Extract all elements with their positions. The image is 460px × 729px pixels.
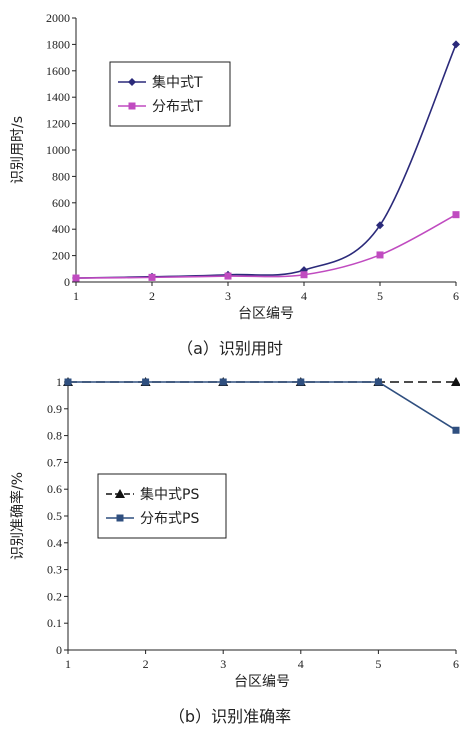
y-tick-label: 1400 bbox=[46, 90, 70, 104]
legend-label: 分布式PS bbox=[140, 511, 199, 527]
x-tick-label: 4 bbox=[298, 657, 304, 671]
data-point bbox=[376, 251, 384, 259]
data-point bbox=[297, 378, 305, 386]
y-tick-label: 0 bbox=[64, 275, 70, 289]
data-point bbox=[224, 272, 232, 280]
chart-caption: （b）识别准确率 bbox=[169, 707, 291, 726]
y-tick-label: 0.3 bbox=[47, 563, 62, 577]
y-tick-label: 2000 bbox=[46, 11, 70, 25]
y-tick-label: 0.9 bbox=[47, 402, 62, 416]
data-point bbox=[142, 378, 150, 386]
data-point bbox=[452, 211, 460, 219]
legend-box bbox=[97, 473, 227, 539]
y-tick-label: 600 bbox=[52, 196, 70, 210]
y-tick-label: 1200 bbox=[46, 117, 70, 131]
x-tick-label: 1 bbox=[73, 289, 79, 303]
y-tick-label: 0.8 bbox=[47, 429, 62, 443]
legend-label: 集中式T bbox=[152, 74, 203, 91]
y-tick-label: 1000 bbox=[46, 143, 70, 157]
series-line bbox=[75, 213, 457, 279]
y-tick-label: 0.4 bbox=[47, 536, 62, 550]
y-tick-label: 1 bbox=[56, 375, 62, 389]
y-tick-label: 0.2 bbox=[47, 589, 62, 603]
legend-marker bbox=[128, 78, 136, 86]
x-tick-label: 5 bbox=[377, 289, 383, 303]
y-tick-label: 1600 bbox=[46, 64, 70, 78]
x-tick-label: 3 bbox=[220, 657, 226, 671]
legend-label: 集中式PS bbox=[140, 486, 199, 503]
x-tick-label: 4 bbox=[301, 289, 307, 303]
legend-box bbox=[109, 61, 231, 127]
y-tick-label: 0.7 bbox=[47, 455, 62, 469]
y-axis-title: 识别用时/s bbox=[10, 116, 26, 184]
x-tick-label: 1 bbox=[65, 657, 71, 671]
x-axis-title: 台区编号 bbox=[238, 306, 294, 322]
x-axis-title: 台区编号 bbox=[234, 674, 290, 690]
y-tick-label: 0.1 bbox=[47, 616, 62, 630]
y-tick-label: 1800 bbox=[46, 37, 70, 51]
y-tick-label: 0.6 bbox=[47, 482, 62, 496]
chart-caption: （a）识别用时 bbox=[177, 339, 283, 358]
legend-marker bbox=[128, 102, 136, 110]
x-tick-label: 6 bbox=[453, 289, 459, 303]
y-tick-label: 0.5 bbox=[47, 509, 62, 523]
chart-identification-accuracy: 0 0.1 0.2 0.3 0.4 0.5 0.6 0.7 0.8 0.9 1 1 2 3 4 5 6 台区编号 识… bbox=[9, 375, 460, 726]
data-point bbox=[451, 377, 460, 386]
y-tick-label: 400 bbox=[52, 222, 70, 236]
plot-area: 0 200 400 600 800 1000 1200 1400 1600 1800 2000 1 2 3… bbox=[10, 11, 460, 358]
chart-identification-time: 0 200 400 600 800 1000 1200 1400 1600 1800 2000 1 2 3… bbox=[10, 11, 460, 358]
data-point bbox=[72, 274, 80, 282]
data-point bbox=[452, 426, 460, 434]
y-tick-label: 200 bbox=[52, 249, 70, 263]
plot-area: 0 0.1 0.2 0.3 0.4 0.5 0.6 0.7 0.8 0.9 1 1 2 3 4 5 6 台区编号 识… bbox=[9, 375, 460, 726]
series-line bbox=[68, 381, 457, 431]
y-axis-title: 识别准确率/% bbox=[9, 472, 26, 560]
data-point bbox=[148, 273, 156, 281]
legend-label: 分布式T bbox=[152, 99, 203, 115]
x-tick-label: 5 bbox=[375, 657, 381, 671]
x-tick-label: 2 bbox=[149, 289, 155, 303]
data-point bbox=[300, 271, 308, 279]
data-point bbox=[452, 40, 460, 49]
data-point bbox=[64, 378, 72, 386]
data-point bbox=[376, 221, 384, 230]
y-tick-label: 800 bbox=[52, 169, 70, 183]
x-tick-label: 2 bbox=[143, 657, 149, 671]
legend-marker bbox=[115, 489, 125, 498]
legend-marker bbox=[116, 514, 124, 522]
data-point bbox=[219, 378, 227, 386]
x-tick-label: 3 bbox=[225, 289, 231, 303]
data-point bbox=[374, 378, 382, 386]
x-tick-label: 6 bbox=[453, 657, 459, 671]
y-tick-label: 0 bbox=[56, 643, 62, 657]
